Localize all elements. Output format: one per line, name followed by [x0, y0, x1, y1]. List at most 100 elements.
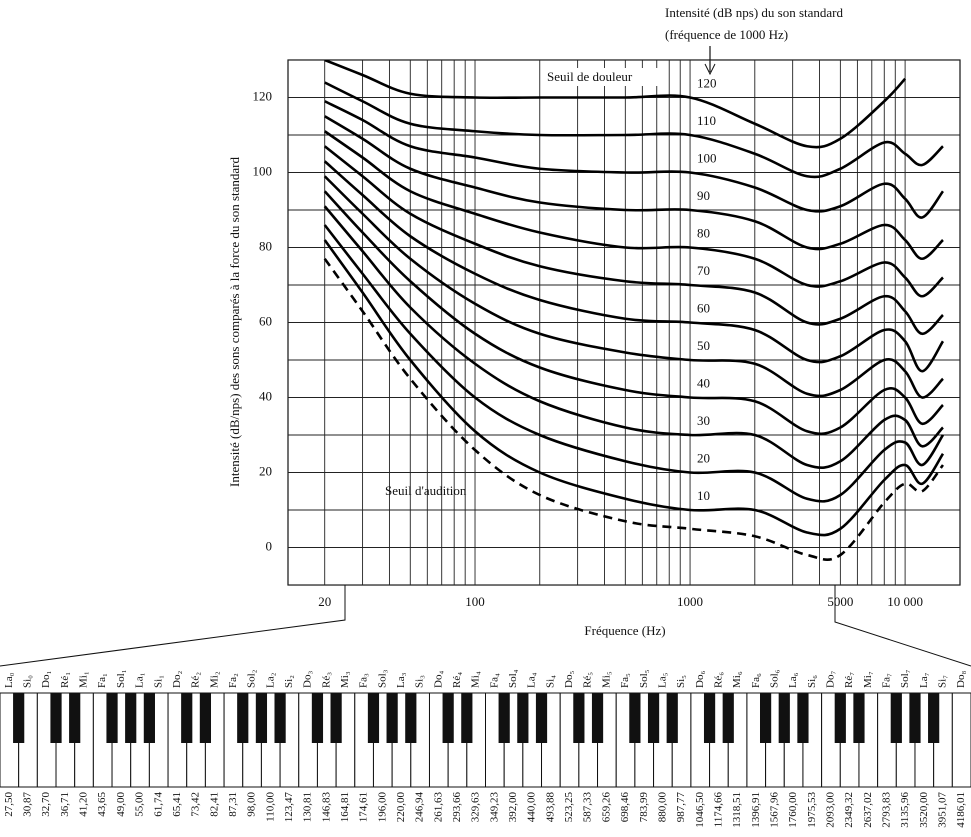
note-frequency: 36,71	[59, 792, 71, 817]
note-name: Mi₇	[862, 671, 874, 688]
note-name: Ré₇	[843, 672, 855, 688]
label-bg	[694, 451, 724, 468]
note-name: Do₅	[563, 671, 575, 688]
note-frequency: 246,94	[414, 792, 426, 823]
note-name: Si₄	[544, 675, 556, 688]
black-key	[928, 693, 940, 743]
note-name: Si₇	[937, 675, 949, 688]
contour-line	[323, 190, 944, 436]
y-axis-label: Intensité (dB/nps) des sons comparés à l…	[227, 157, 242, 487]
note-name: La₁	[134, 672, 146, 688]
y-tick-label: 20	[259, 463, 272, 478]
black-key	[834, 693, 846, 743]
note-frequency: 392,00	[507, 792, 519, 823]
note-frequency: 3135,96	[899, 792, 911, 828]
note-frequency: 659,26	[600, 792, 612, 823]
note-frequency: 174,61	[358, 792, 370, 822]
black-key	[199, 693, 212, 743]
arrow-head	[704, 63, 716, 76]
note-name: Mi₆	[731, 671, 743, 688]
y-tick-label: 100	[253, 163, 273, 178]
black-key	[535, 693, 548, 743]
note-name: Fa₆	[750, 673, 762, 688]
note-frequency: 1046,50	[694, 792, 706, 828]
series-label: 110	[697, 113, 716, 128]
contour-line	[323, 257, 945, 561]
note-frequency: 32,70	[40, 792, 52, 817]
black-key	[666, 693, 678, 743]
series-label: 40	[697, 375, 710, 390]
contour-line	[323, 239, 945, 537]
label-bg	[694, 151, 724, 168]
note-frequency: 3951,07	[937, 792, 949, 828]
note-name: Do₈	[955, 671, 967, 688]
note-name: Do₇	[824, 671, 836, 688]
label-bg	[694, 264, 724, 280]
note-name: Si₀	[22, 675, 34, 688]
contour-line	[323, 130, 944, 298]
note-frequency: 987,77	[675, 792, 687, 823]
y-tick-label: 80	[259, 238, 272, 253]
series-label: 20	[697, 450, 710, 465]
note-frequency: 87,31	[227, 792, 239, 817]
note-frequency: 73,42	[190, 792, 202, 817]
note-frequency: 698,46	[619, 792, 631, 823]
annotation-bg	[542, 68, 660, 86]
series-label: 70	[697, 263, 710, 278]
note-name: Fa₄	[488, 673, 500, 688]
note-frequency: 196,00	[376, 792, 388, 823]
note-name: Ré₂	[190, 672, 202, 688]
series-label: 120	[697, 75, 717, 90]
black-key	[797, 693, 809, 743]
note-frequency: 2793,83	[881, 792, 893, 828]
contour-line	[323, 145, 944, 336]
note-frequency: 523,25	[563, 792, 575, 823]
plot-area	[288, 60, 960, 585]
note-name: Si₂	[283, 675, 295, 688]
note-name: Ré₄	[451, 672, 463, 688]
note-name: Si₅	[675, 675, 687, 688]
note-frequency: 1567,96	[768, 792, 780, 828]
note-frequency: 880,00	[656, 792, 668, 823]
black-key	[405, 693, 417, 743]
note-frequency: 43,65	[96, 792, 108, 817]
label-bg	[694, 76, 724, 93]
y-tick-label: 120	[253, 88, 273, 103]
contour-line	[323, 205, 944, 470]
black-key	[237, 693, 249, 743]
black-key	[517, 693, 529, 743]
note-frequency: 293,66	[451, 792, 463, 823]
note-frequency: 27,50	[3, 792, 15, 817]
connector	[0, 585, 346, 667]
note-frequency: 220,00	[395, 792, 407, 823]
note-name: Ré₃	[320, 672, 332, 688]
black-key	[591, 693, 604, 743]
note-name: Mi₁	[78, 671, 90, 688]
note-frequency: 349,23	[488, 792, 500, 823]
x-tick-label: 100	[465, 594, 485, 609]
contour-line	[323, 224, 945, 503]
contour-line	[324, 60, 907, 149]
black-key	[629, 693, 641, 743]
note-frequency: 1318,51	[731, 792, 743, 828]
black-key	[330, 693, 342, 743]
note-name: Mi₃	[339, 671, 351, 688]
note-name: Do₁	[40, 671, 52, 688]
note-name: Mi₄	[470, 671, 482, 688]
note-name: Do₃	[302, 671, 314, 688]
black-key	[498, 693, 510, 743]
series-label: 50	[697, 338, 710, 353]
label-bg	[694, 114, 724, 130]
note-frequency: 41,20	[78, 792, 90, 817]
subtitle: (fréquence de 1000 Hz)	[665, 27, 788, 42]
note-frequency: 110,00	[264, 792, 276, 822]
x-axis-label: Fréquence (Hz)	[584, 623, 665, 638]
note-name: Ré₆	[712, 672, 724, 688]
note-frequency: 98,00	[246, 792, 258, 817]
note-name: Sol₆	[768, 669, 780, 688]
black-key	[778, 693, 790, 743]
note-frequency: 55,00	[134, 792, 146, 817]
black-key	[442, 693, 454, 743]
y-tick-label: 0	[266, 538, 273, 553]
series-label: 10	[697, 488, 710, 503]
